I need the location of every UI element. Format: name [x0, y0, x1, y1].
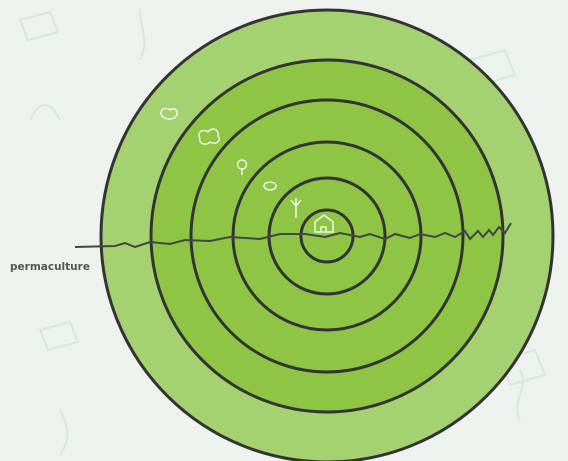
label: permaculture — [10, 261, 90, 273]
illustration: permaculture — [0, 0, 568, 461]
page: permaculture (() => { const data = JSON.… — [0, 0, 568, 461]
